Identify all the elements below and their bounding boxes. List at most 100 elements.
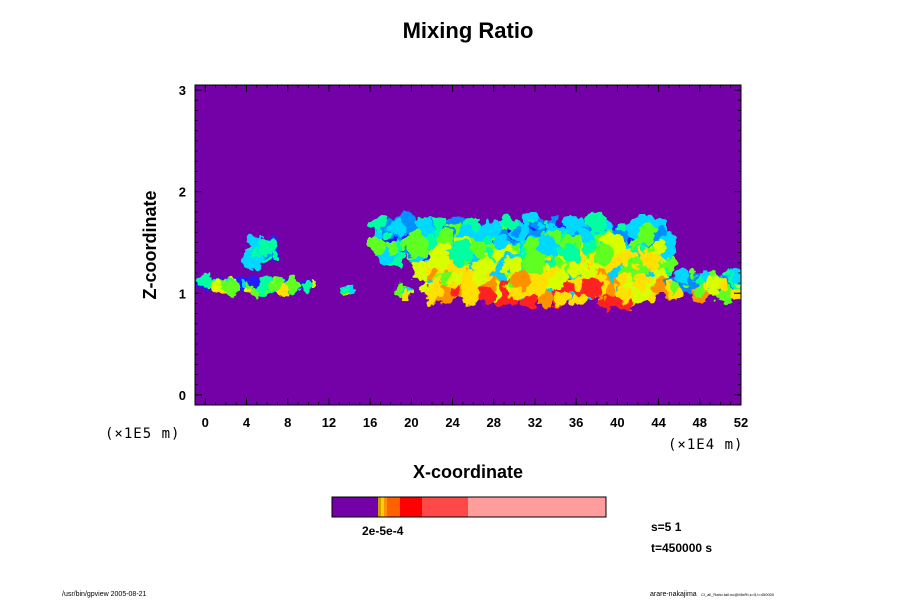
footer-right-small: Cl_all_Ratio.tail.nc@MixRt,s=5,t=450000 [701, 592, 775, 597]
x-tick-label: 36 [569, 415, 583, 430]
cloud-cell [569, 277, 584, 292]
cloud-cell [594, 260, 603, 269]
cloud-cell [530, 270, 552, 292]
cloud-cell [684, 282, 689, 287]
cloud-cell [243, 290, 248, 295]
cloud-cell [264, 244, 273, 253]
colorbar-segment [400, 497, 422, 517]
footer-right-main: arare-nakajima [650, 591, 697, 598]
x-axis-title: X-coordinate [413, 462, 523, 482]
cloud-cell [652, 268, 659, 275]
cloud-cell [437, 230, 455, 248]
y-tick-label: 2 [179, 185, 186, 200]
y-axis-title: Z-coordinate [140, 190, 160, 299]
colorbar-segment [468, 497, 606, 517]
cloud-cell [510, 269, 531, 291]
cloud-cell [583, 278, 602, 297]
cloud-cell [264, 289, 269, 293]
x-tick-label: 12 [322, 415, 336, 430]
cloud-cell [504, 256, 522, 274]
colorbar-frame [331, 496, 607, 518]
cloud-cell [448, 251, 458, 261]
y-tick-label: 1 [179, 286, 186, 301]
x-tick-label: 28 [487, 415, 501, 430]
cloud-cell [299, 281, 311, 293]
cloud-cell [427, 270, 435, 279]
cloud-cell [477, 228, 489, 241]
cloud-cell [346, 286, 354, 294]
cloud-cell [694, 286, 705, 297]
cloud-cell [722, 287, 728, 293]
cloud-cell [573, 261, 588, 277]
cloud-cell [531, 223, 538, 229]
cloud-cell [731, 287, 741, 301]
cloud-cell [732, 267, 741, 284]
cloud-cell [630, 237, 642, 249]
cloud-cell [537, 292, 554, 308]
colorbar-label: 2e-5e-4 [362, 524, 404, 538]
chart-title: Mixing Ratio [403, 18, 534, 43]
x-tick-label: 52 [734, 415, 748, 430]
cloud-cell [627, 293, 634, 300]
x-tick-label: 0 [202, 415, 209, 430]
x-tick-label: 48 [693, 415, 707, 430]
cloud-cell [600, 292, 618, 310]
cloud-cell [559, 242, 581, 264]
cloud-cell [488, 244, 496, 252]
cloud-cell [632, 273, 649, 290]
colorbar-segment [381, 497, 384, 517]
cloud-cell [651, 239, 666, 255]
cloud-cell [553, 290, 569, 306]
x-tick-label: 24 [445, 415, 460, 430]
cloud-cell [241, 280, 249, 288]
colorbar [331, 496, 607, 518]
cloud-cell [546, 253, 552, 259]
cloud-cell [220, 279, 232, 292]
cloud-cell [691, 271, 697, 277]
colorbar-segment [384, 497, 387, 517]
cloud-cell [604, 294, 610, 299]
cloud-cell [510, 286, 524, 300]
cloud-cell [620, 222, 629, 231]
x-tick-label: 44 [651, 415, 666, 430]
cloud-cell [369, 216, 386, 232]
cloud-cell [673, 288, 685, 300]
cloud-cell [621, 269, 628, 276]
colorbar-segment [387, 497, 400, 517]
cloud-cell [384, 232, 392, 240]
cloud-cell [461, 285, 481, 305]
cloud-cell [523, 245, 530, 253]
cloud-cell [310, 281, 317, 288]
cloud-cell [406, 235, 429, 257]
cloud-cell [721, 270, 728, 278]
cloud-cell [522, 253, 545, 275]
cloud-cell [694, 276, 704, 287]
cloud-cell [257, 281, 272, 296]
x-tick-label: 32 [528, 415, 542, 430]
cloud-cell [666, 270, 673, 277]
cloud-region-left-upper-patch [241, 234, 281, 270]
cloud-cell [269, 277, 284, 292]
cloud-cell [434, 287, 445, 298]
cloud-cell [596, 272, 605, 281]
cloud-cell [449, 272, 462, 286]
cloud-cell [616, 262, 621, 268]
cloud-cell [511, 227, 520, 236]
cloud-region-left-low-layer [195, 274, 317, 298]
colorbar-segment [332, 497, 378, 517]
cloud-cell [707, 274, 724, 290]
colorbar-segment [378, 497, 381, 517]
x-tick-label: 20 [404, 415, 418, 430]
x-tick-label: 4 [243, 415, 251, 430]
cloud-cell [199, 274, 213, 288]
cloud-region-right-low-layer [664, 267, 741, 304]
cloud-cell [654, 224, 668, 239]
cloud-cell [388, 218, 406, 237]
cloud-region-small-blob-b [396, 284, 414, 298]
cloud-cell [563, 215, 583, 236]
x-tick-label: 16 [363, 415, 377, 430]
x-tick-label: 40 [610, 415, 624, 430]
x-scale-label: (×1E4 m) [668, 437, 743, 453]
cloud-cell [637, 224, 657, 244]
